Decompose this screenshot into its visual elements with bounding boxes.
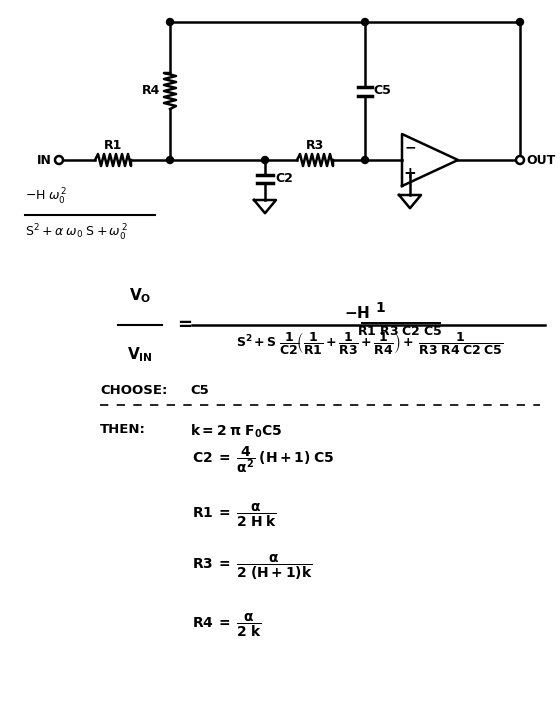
Text: R4: R4 (142, 84, 160, 97)
Text: $\mathbf{k = 2\;\pi\;F_0 C5}$: $\mathbf{k = 2\;\pi\;F_0 C5}$ (190, 423, 282, 440)
Text: $\mathbf{R3\;=\;\dfrac{\alpha}{2\;(H+1)k}}$: $\mathbf{R3\;=\;\dfrac{\alpha}{2\;(H+1)k… (192, 552, 312, 582)
Text: C5: C5 (190, 384, 209, 397)
Text: OUT: OUT (526, 154, 556, 167)
Text: +: + (404, 165, 417, 180)
Circle shape (166, 157, 174, 164)
Text: R1: R1 (104, 139, 122, 152)
Text: $\mathbf{R1\;=\;\dfrac{\alpha}{2\;H\;k}}$: $\mathbf{R1\;=\;\dfrac{\alpha}{2\;H\;k}}… (192, 501, 277, 528)
Circle shape (362, 19, 368, 26)
Text: $\mathbf{S^2+S\;\dfrac{1}{C2}\!\left(\dfrac{1}{R1}+\dfrac{1}{R3}+\dfrac{1}{R4}\r: $\mathbf{S^2+S\;\dfrac{1}{C2}\!\left(\df… (236, 330, 504, 356)
Text: C5: C5 (373, 84, 391, 97)
Text: $\mathbf{C2\;=\;\dfrac{4}{\alpha^2}\;(H+1)\;C5}$: $\mathbf{C2\;=\;\dfrac{4}{\alpha^2}\;(H+… (192, 445, 334, 475)
Text: C2: C2 (275, 172, 293, 185)
Text: =: = (177, 316, 192, 334)
Circle shape (55, 156, 63, 164)
Text: $\mathbf{-H}$: $\mathbf{-H}$ (344, 305, 370, 321)
Circle shape (362, 157, 368, 164)
Text: THEN:: THEN: (100, 423, 146, 436)
Text: $\mathrm{S}^2+\alpha\;\omega_0\;\mathrm{S}+\omega_0^{\,2}$: $\mathrm{S}^2+\alpha\;\omega_0\;\mathrm{… (25, 223, 128, 243)
Text: $\mathbf{1}$: $\mathbf{1}$ (375, 301, 385, 315)
Text: $\mathbf{V_O}$: $\mathbf{V_O}$ (129, 286, 151, 305)
Text: CHOOSE:: CHOOSE: (100, 384, 167, 397)
Text: −: − (404, 140, 416, 154)
Circle shape (166, 19, 174, 26)
Circle shape (262, 157, 268, 164)
Text: $\mathbf{R4\;=\;\dfrac{\alpha}{2\;k}}$: $\mathbf{R4\;=\;\dfrac{\alpha}{2\;k}}$ (192, 611, 262, 638)
Text: R3: R3 (306, 139, 324, 152)
Text: $\mathbf{V_{IN}}$: $\mathbf{V_{IN}}$ (127, 345, 153, 364)
Text: IN: IN (37, 154, 52, 167)
Circle shape (516, 19, 524, 26)
Text: $-\mathrm{H}\;\omega_0^{\,2}$: $-\mathrm{H}\;\omega_0^{\,2}$ (25, 187, 67, 207)
Text: $\mathbf{R1\ R3\ C2\ C5}$: $\mathbf{R1\ R3\ C2\ C5}$ (357, 325, 443, 338)
Circle shape (516, 156, 524, 164)
